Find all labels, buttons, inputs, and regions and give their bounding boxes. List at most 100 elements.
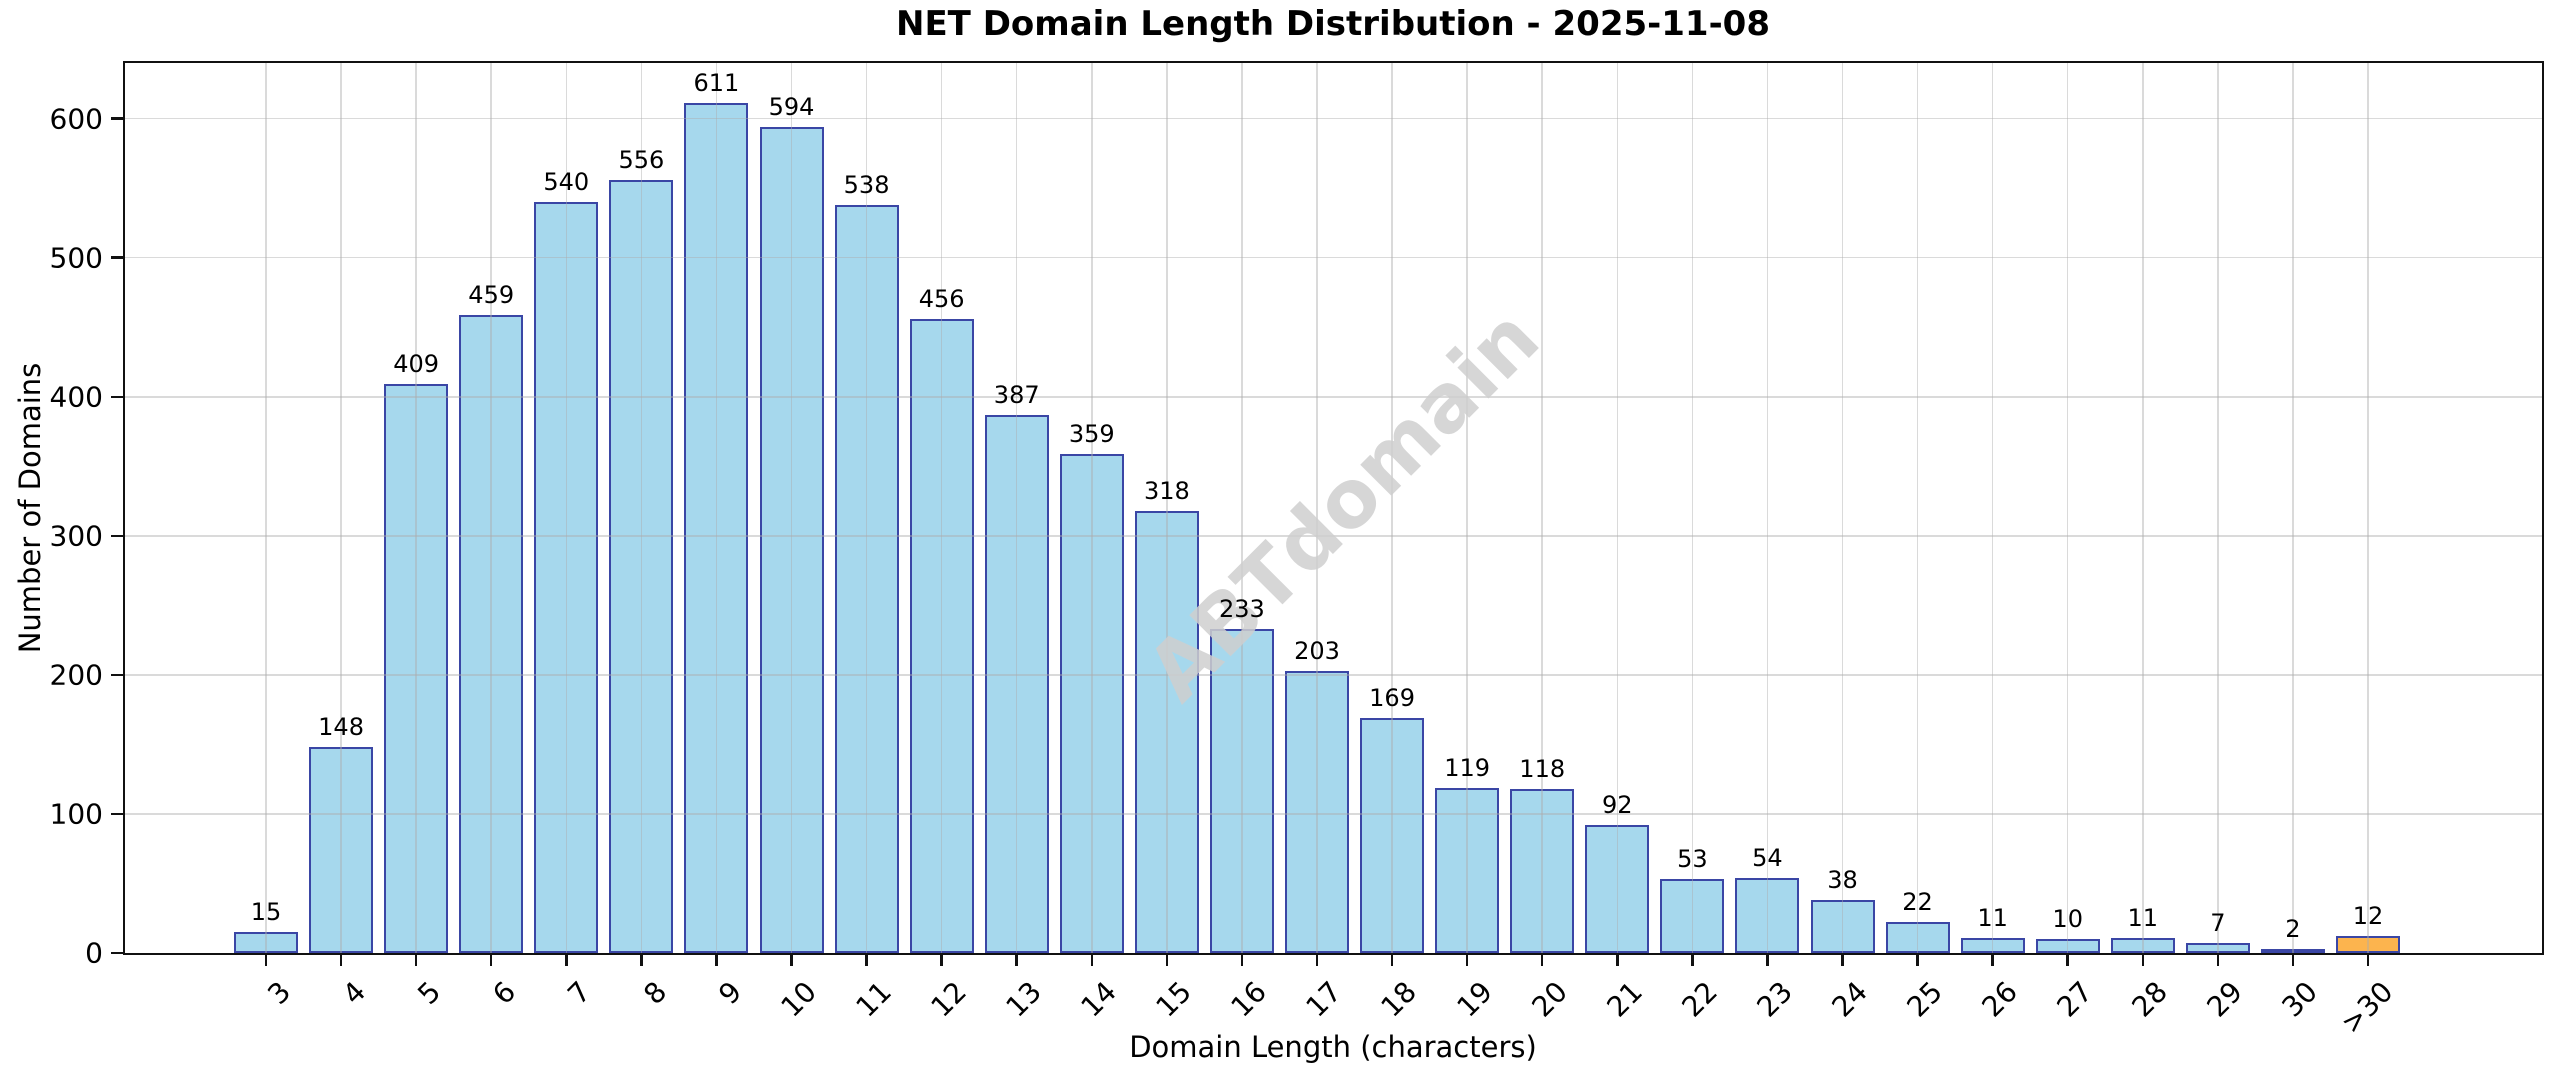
x-tick-mark (2366, 953, 2370, 966)
bar-value-label: 359 (1068, 419, 1115, 448)
bar-18 (1360, 717, 1425, 953)
bar-10 (759, 126, 824, 953)
x-tick-mark (1315, 953, 1319, 966)
x-tick-label: 11 (849, 975, 898, 1024)
x-tick-mark (2291, 953, 2295, 966)
bar-value-label: 456 (918, 284, 965, 313)
x-tick-mark (1240, 953, 1244, 966)
bar-value-label: 459 (468, 280, 515, 309)
y-tick-label: 100 (49, 797, 103, 831)
bar-value-label: 2 (2285, 915, 2301, 943)
x-tick-label: 6 (486, 975, 523, 1011)
x-tick-label: 24 (1825, 975, 1874, 1024)
x-tick-label: 10 (774, 975, 823, 1024)
x-gridline (1841, 63, 1844, 953)
x-tick-mark (1766, 953, 1769, 966)
bar-13 (984, 414, 1049, 953)
x-tick-label: 4 (336, 975, 373, 1011)
bar-29 (2185, 943, 2250, 953)
x-axis-title: Domain Length (characters) (1129, 1030, 1537, 1064)
bar-value-label: 594 (768, 92, 815, 121)
bar-value-label: 11 (2127, 903, 2159, 932)
x-tick-label: 8 (636, 975, 673, 1011)
bar-7 (534, 202, 599, 953)
bar-30 (2260, 949, 2325, 953)
y-tick-label: 300 (49, 519, 103, 553)
bar-value-label: 22 (1902, 888, 1933, 917)
bar-value-label: 148 (318, 713, 364, 742)
bar-value-label: 556 (618, 145, 665, 174)
y-axis-title: Number of Domains (13, 362, 47, 654)
bar-17 (1285, 670, 1349, 953)
bar-value-label: 92 (1602, 791, 1633, 820)
bar-value-label: 11 (1977, 903, 2008, 932)
bar-value-label: 118 (1519, 754, 1566, 783)
bar-25 (1885, 922, 1950, 953)
bar-27 (2035, 939, 2100, 953)
x-tick-mark (865, 953, 868, 966)
bar-value-label: 7 (2210, 909, 2226, 938)
x-gridline (2142, 63, 2144, 953)
x-tick-label: 20 (1525, 975, 1574, 1024)
x-tick-label: 28 (2125, 975, 2175, 1024)
y-tick-mark (111, 812, 125, 816)
x-tick-mark (489, 953, 493, 966)
x-tick-label: 18 (1374, 975, 1424, 1024)
x-tick-mark (640, 953, 643, 966)
x-gridline (2292, 63, 2294, 953)
x-gridline (1916, 63, 1919, 953)
y-tick-mark (111, 117, 125, 120)
bar-21 (1585, 825, 1650, 953)
bar-23 (1735, 877, 1800, 953)
x-gridline (2217, 63, 2219, 953)
x-tick-label: 29 (2200, 975, 2250, 1024)
bar-14 (1059, 453, 1124, 953)
x-tick-mark (2216, 953, 2220, 966)
x-tick-mark (1540, 953, 1544, 966)
chart-title: NET Domain Length Distribution - 2025-11… (896, 4, 1770, 44)
x-tick-mark (1916, 953, 1919, 966)
bar-value-label: 203 (1294, 636, 1340, 665)
y-tick-label: 600 (49, 102, 103, 136)
x-tick-label: 15 (1149, 975, 1199, 1024)
bar-value-label: 119 (1444, 753, 1491, 782)
y-tick-mark (111, 951, 125, 955)
x-tick-label: 26 (1975, 975, 2024, 1024)
bar-4 (309, 747, 374, 953)
bar-value-label: 12 (2352, 902, 2384, 931)
x-tick-label: 14 (1074, 975, 1124, 1024)
x-tick-mark (1841, 953, 1844, 966)
bar-3 (234, 932, 298, 953)
y-tick-label: 200 (49, 658, 103, 692)
x-gridline (1691, 63, 1694, 953)
x-tick-label: 3 (261, 975, 298, 1011)
x-tick-label: 5 (411, 975, 448, 1011)
bar-value-label: 611 (693, 69, 740, 98)
x-gridline (1991, 63, 1994, 953)
x-gridline (1766, 63, 1769, 953)
y-tick-mark (111, 534, 125, 538)
bar-value-label: 318 (1143, 476, 1190, 505)
y-tick-mark (111, 256, 125, 259)
x-tick-label: 30 (2275, 975, 2325, 1024)
bar-value-label: 169 (1369, 683, 1415, 712)
x-tick-mark (1390, 953, 1394, 966)
x-gridline (2066, 63, 2069, 953)
x-tick-mark (339, 953, 343, 966)
y-tick-label: 0 (85, 936, 103, 970)
x-tick-mark (940, 953, 943, 966)
x-tick-label: 16 (1224, 975, 1274, 1024)
bar-value-label: 53 (1677, 845, 1708, 874)
x-gridline (1616, 63, 1619, 953)
bar-24 (1810, 900, 1875, 953)
x-tick-label: 19 (1449, 975, 1499, 1024)
x-tick-label: 21 (1600, 975, 1649, 1024)
bar-value-label: 540 (543, 168, 590, 197)
bar-value-label: 538 (843, 170, 890, 199)
x-tick-mark (2141, 953, 2145, 966)
y-gridline (125, 256, 2542, 259)
bar-value-label: 10 (2052, 905, 2083, 934)
x-tick-mark (1090, 953, 1094, 966)
bar-26 (1960, 937, 2025, 953)
